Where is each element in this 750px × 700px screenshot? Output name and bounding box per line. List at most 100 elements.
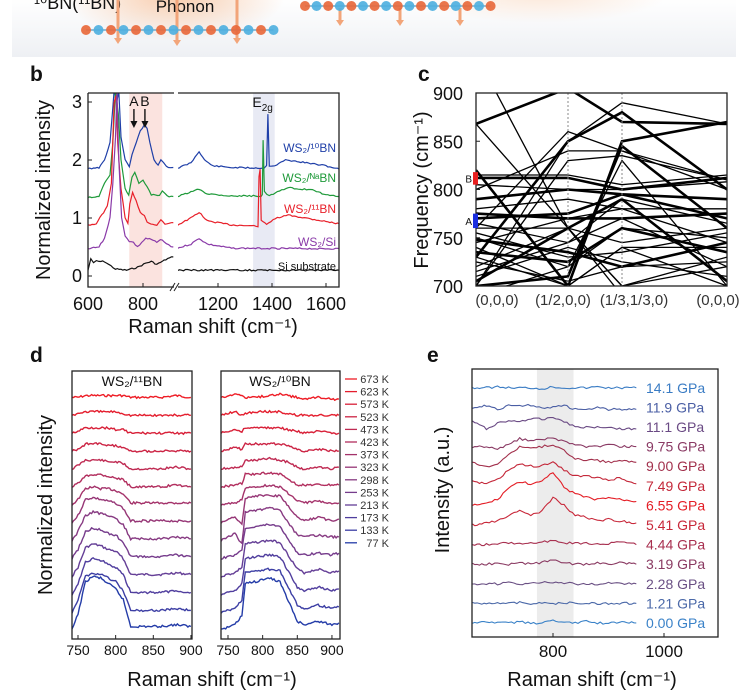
pressure-label: 2.28 GPa xyxy=(646,576,705,592)
atom xyxy=(168,25,179,35)
temperature-spectrum xyxy=(221,456,339,471)
atom xyxy=(404,1,415,11)
legend-label: 213 K xyxy=(360,500,389,512)
legend-label: 673 K xyxy=(360,374,389,386)
series-line xyxy=(88,256,174,271)
series-line xyxy=(178,169,339,228)
phonon-band xyxy=(476,174,727,186)
temperature-spectrum xyxy=(72,575,192,630)
phonon-band xyxy=(476,93,727,126)
legend-label: 298 K xyxy=(360,475,389,487)
pressure-spectrum xyxy=(472,385,637,390)
y-tick-label: 1 xyxy=(72,208,82,228)
mode-marker-a xyxy=(473,213,478,229)
y-tick-label: 2 xyxy=(72,150,82,170)
x-tick-label: 900 xyxy=(179,642,203,658)
pressure-label: 14.1 GPa xyxy=(646,380,705,396)
x-tick-label: 800 xyxy=(128,294,158,314)
atom xyxy=(427,1,438,11)
pressure-spectrum xyxy=(472,619,637,625)
pressure-spectrum xyxy=(472,559,637,566)
y-tick-label: 800 xyxy=(433,181,463,201)
series-line xyxy=(178,238,339,250)
atom xyxy=(231,25,241,35)
panel-e-y-axis-label: Intensity (a.u.) xyxy=(432,427,454,554)
arrow-head-icon xyxy=(130,121,138,128)
phonon-glow xyxy=(65,0,285,50)
panel-e-axes-frame xyxy=(471,368,719,638)
phonon-band xyxy=(476,238,727,269)
temperature-spectrum xyxy=(221,553,339,596)
temperature-spectrum xyxy=(221,426,340,435)
atom xyxy=(369,1,380,11)
temperature-spectrum xyxy=(221,506,340,545)
legend-label: 623 K xyxy=(360,387,389,399)
temperature-spectrum xyxy=(72,425,192,436)
series-line xyxy=(88,93,174,250)
pressure-spectrum xyxy=(472,581,637,586)
atom xyxy=(131,25,141,35)
panel-b-y-axis-label: Normalized intensity xyxy=(33,100,55,280)
pressure-spectrum xyxy=(472,417,637,431)
temperature-spectrum xyxy=(221,567,340,614)
illustration-strip: ¹⁰BN(¹¹BN) Phonon xyxy=(12,0,736,57)
series-label: WS₂/ᴺᵃBN xyxy=(282,171,336,185)
pressure-label: 1.21 GPa xyxy=(646,595,705,611)
atom xyxy=(334,1,345,11)
atom xyxy=(193,25,204,35)
temperature-spectrum xyxy=(72,473,192,489)
atom xyxy=(218,25,229,35)
pressure-label: 9.00 GPa xyxy=(646,458,705,474)
atom xyxy=(485,1,496,11)
phonon-band xyxy=(476,123,616,286)
temperature-spectrum xyxy=(221,471,340,489)
pressure-spectrum xyxy=(472,461,637,485)
e2g-subscript: 2g xyxy=(262,103,273,114)
atom xyxy=(93,25,104,35)
y-tick-label: 750 xyxy=(433,229,463,249)
arrow-head-icon xyxy=(114,38,122,44)
mode-marker-b xyxy=(473,172,478,185)
series-line xyxy=(88,95,174,226)
panel-label-c: c xyxy=(418,63,430,86)
panel-d-left-frame xyxy=(71,370,193,640)
pressure-label: 5.41 GPa xyxy=(646,517,705,533)
atom xyxy=(143,25,154,35)
legend-label: 373 K xyxy=(360,450,389,462)
phonon-band xyxy=(476,120,727,286)
panel-b-x-axis-label: Raman shift (cm⁻¹) xyxy=(128,316,297,338)
panel-e-x-axis-label: Raman shift (cm⁻¹) xyxy=(507,669,676,691)
atom xyxy=(243,25,254,35)
pressure-spectrum xyxy=(472,539,637,547)
pressure-label: 11.1 GPa xyxy=(646,419,704,435)
temperature-spectrum xyxy=(221,539,340,578)
atom xyxy=(156,25,166,35)
legend-label: 253 K xyxy=(360,487,389,499)
temperature-spectrum xyxy=(221,483,340,506)
kpoint-label: (1/3,1/3,0) xyxy=(600,292,668,309)
phonon-band xyxy=(476,155,727,286)
panel-d-right-title: WS₂/¹⁰BN xyxy=(249,373,311,389)
temperature-spectrum xyxy=(72,409,191,418)
atom xyxy=(268,25,279,35)
series-label: Si substrate xyxy=(278,261,336,273)
phonon-band xyxy=(476,150,727,191)
atom xyxy=(450,1,461,11)
series-line xyxy=(88,93,174,170)
phonon-band xyxy=(476,176,727,191)
x-tick-label: 600 xyxy=(73,294,103,314)
y-tick-label: 0 xyxy=(72,266,82,286)
atom xyxy=(462,1,473,11)
atom xyxy=(346,1,357,11)
axis-break-mark xyxy=(169,282,180,292)
x-tick-label: 1200 xyxy=(198,294,238,314)
pressure-spectrum xyxy=(472,472,637,506)
phonon-band xyxy=(476,246,727,286)
legend-label: 423 K xyxy=(360,437,389,449)
atom xyxy=(392,1,403,11)
phonon-band xyxy=(476,102,727,286)
x-tick-label: 1000 xyxy=(645,642,683,661)
pressure-label: 9.75 GPa xyxy=(646,439,705,455)
panel-b-raman-spectra: 0 1 2 3 600 800 1200 1400 1600 WS₂/¹⁰BN WS₂/ᴺᵃBN W… xyxy=(33,92,346,338)
